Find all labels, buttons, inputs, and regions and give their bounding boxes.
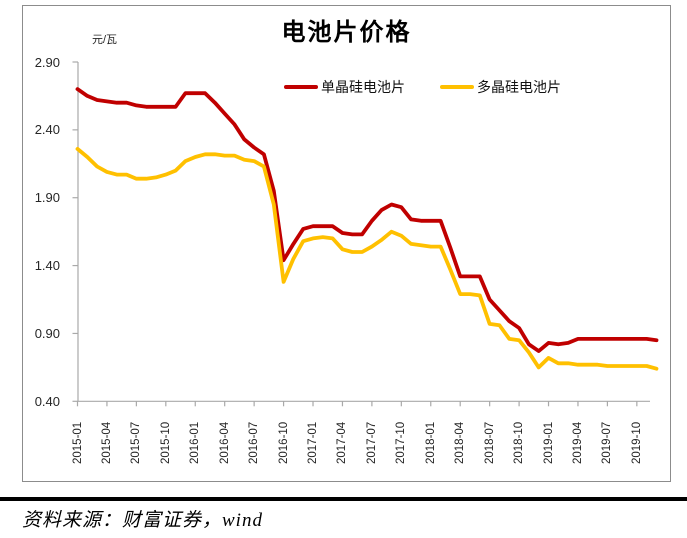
chart-frame <box>22 5 671 482</box>
legend-item-poly-si: 多晶硅电池片 <box>440 79 561 95</box>
x-tick-label: 2018-01 <box>424 421 437 464</box>
legend-item-mono-si: 单晶硅电池片 <box>284 79 405 95</box>
x-tick-label: 2015-01 <box>71 421 84 464</box>
y-tick-label: 2.90 <box>34 54 60 70</box>
x-tick-label: 2017-10 <box>395 421 408 464</box>
legend-label-mono-si: 单晶硅电池片 <box>321 79 405 95</box>
y-tick-label: 2.40 <box>34 122 60 138</box>
legend-line-sample-poly-si <box>440 85 474 89</box>
y-axis-unit-label: 元/瓦 <box>92 34 118 46</box>
legend-label-poly-si: 多晶硅电池片 <box>477 79 561 95</box>
x-tick-label: 2019-10 <box>630 421 643 464</box>
x-tick-label: 2019-07 <box>601 421 614 464</box>
x-tick-label: 2015-04 <box>100 421 113 464</box>
x-tick-label: 2016-10 <box>277 421 290 464</box>
y-tick-label: 1.40 <box>34 258 60 274</box>
x-tick-label: 2016-01 <box>189 421 202 464</box>
x-tick-label: 2019-01 <box>542 421 555 464</box>
series-line-1 <box>75 146 659 371</box>
series-line-0 <box>75 87 659 354</box>
x-tick-label: 2019-04 <box>571 421 584 464</box>
y-tick-label: 1.90 <box>34 190 60 206</box>
x-tick-label: 2017-01 <box>307 421 319 464</box>
footer-divider <box>0 497 687 501</box>
x-tick-label: 2017-07 <box>365 421 378 464</box>
legend-line-sample-mono-si <box>284 85 318 89</box>
y-tick-label: 0.40 <box>34 393 60 409</box>
x-tick-label: 2015-10 <box>159 421 172 464</box>
x-tick-label: 2016-04 <box>218 421 231 464</box>
chart-title: 电池片价格 <box>281 20 412 46</box>
source-note: 资料来源：财富证券，wind <box>22 510 263 531</box>
x-tick-label: 2015-07 <box>130 421 143 464</box>
x-tick-label: 2017-04 <box>336 421 349 464</box>
x-tick-label: 2018-04 <box>454 421 467 464</box>
y-tick-label: 0.90 <box>34 325 60 341</box>
x-tick-label: 2018-10 <box>513 421 526 464</box>
x-tick-label: 2016-07 <box>248 421 261 464</box>
x-tick-label: 2018-07 <box>483 421 496 464</box>
